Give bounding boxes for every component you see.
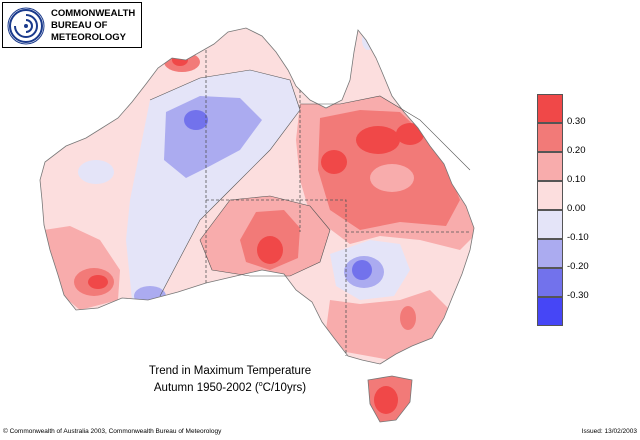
legend-swatch [537, 152, 563, 181]
map-title: Trend in Maximum Temperature Autumn 1950… [110, 364, 350, 395]
cape-york-cool-spot [362, 30, 374, 50]
legend-swatch [537, 297, 563, 326]
east-hotspot-3 [321, 150, 347, 174]
legend-swatch [537, 94, 563, 123]
issued-date: Issued: 13/02/2003 [581, 428, 637, 435]
legend-swatch [537, 210, 563, 239]
contour-lines [149, 69, 471, 297]
south-coast-cool-spot [134, 286, 166, 306]
west-coast-cool-spot [78, 160, 114, 184]
degree-symbol: o [258, 381, 263, 388]
legend-swatch [537, 123, 563, 152]
sa-qld-nsw-border [300, 199, 347, 300]
logo-line-3: METEOROLOGY [51, 32, 126, 43]
bom-logo-text: COMMONWEALTH BUREAU OF METEOROLOGY [51, 8, 135, 44]
legend-label: 0.30 [567, 116, 586, 127]
title-line-2-prefix: Autumn 1950-2002 ( [153, 381, 259, 394]
east-hotspot-2 [396, 123, 424, 145]
title-line-2: Autumn 1950-2002 (oC/10yrs) [110, 378, 350, 395]
copyright-notice: © Commonwealth of Australia 2003, Common… [3, 428, 222, 435]
title-line-2-suffix: C/10yrs) [262, 381, 307, 394]
southeast-coast-hotspot [400, 306, 416, 330]
central-hotspot [257, 236, 283, 264]
logo-line-1: COMMONWEALTH [51, 8, 136, 19]
legend-label: 0.00 [567, 203, 586, 214]
southeast-coldspot [352, 260, 372, 280]
state-borders [205, 50, 470, 356]
legend-swatch [537, 181, 563, 210]
east-cool-spot [370, 164, 414, 192]
northwest-coldspot [184, 110, 208, 130]
legend-label: -0.10 [567, 232, 589, 243]
southeast-coast-warm [326, 290, 450, 360]
title-line-1: Trend in Maximum Temperature [148, 365, 312, 377]
southwest-hotspot [88, 275, 108, 289]
bom-logo-icon [7, 7, 45, 45]
legend-label: -0.20 [567, 261, 589, 272]
legend-label: 0.20 [567, 145, 586, 156]
legend-label: -0.30 [567, 290, 589, 301]
bom-logo: COMMONWEALTH BUREAU OF METEOROLOGY [2, 2, 142, 48]
legend-swatch [537, 268, 563, 297]
tasmania-hotspot [374, 386, 398, 414]
legend-swatch [537, 239, 563, 268]
legend-label: 0.10 [567, 174, 586, 185]
coastline [39, 27, 475, 365]
logo-line-2: BUREAU OF [51, 20, 108, 31]
east-hotspot-1 [356, 126, 400, 154]
